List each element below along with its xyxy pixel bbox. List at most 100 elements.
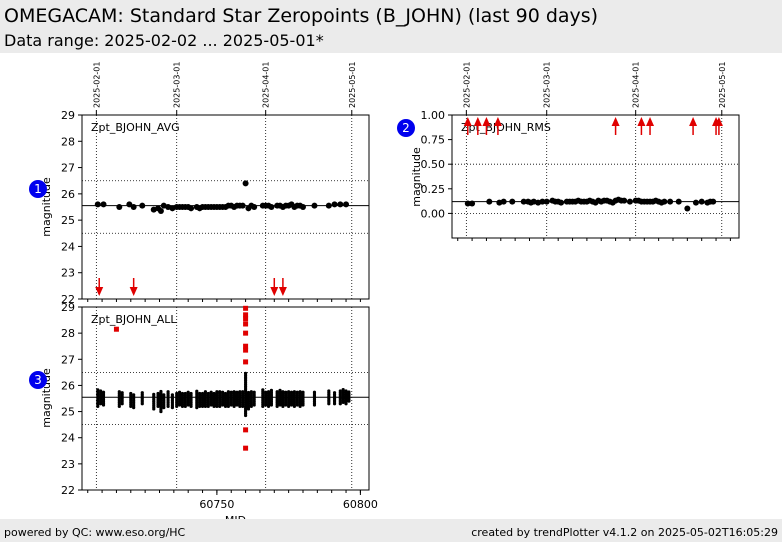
y-tick-label: 23 xyxy=(61,458,75,471)
data-point xyxy=(101,390,106,394)
data-point xyxy=(249,390,253,394)
data-point xyxy=(177,390,182,394)
outlier-arrow-down xyxy=(278,278,287,296)
outlier-point xyxy=(243,347,249,353)
outlier-arrow-head xyxy=(689,117,698,126)
data-point xyxy=(292,390,296,394)
outlier-arrow-up xyxy=(714,117,723,135)
outlier-arrow-head xyxy=(270,287,279,296)
data-point xyxy=(331,201,338,208)
outlier-point xyxy=(243,321,249,327)
outlier-point xyxy=(243,312,249,318)
date-tick-label: 2025-03-01 xyxy=(543,62,552,109)
outlier-point xyxy=(243,427,249,433)
data-point xyxy=(94,201,101,208)
date-tick-label: 2025-03-01 xyxy=(173,62,182,109)
data-point xyxy=(117,390,121,394)
outlier-point xyxy=(243,445,249,451)
data-point xyxy=(281,390,285,394)
data-point xyxy=(140,391,144,395)
data-point xyxy=(221,390,225,394)
data-point xyxy=(486,198,493,205)
data-point xyxy=(132,393,136,397)
panel-number-label: 2 xyxy=(402,121,410,135)
y-tick-label: 22 xyxy=(61,484,75,497)
plot-frame-1 xyxy=(81,114,370,300)
data-point xyxy=(343,201,350,208)
y-tick-label: 29 xyxy=(61,109,75,122)
data-point xyxy=(278,388,282,392)
data-point xyxy=(120,391,124,395)
x-tick-label: 60800 xyxy=(343,498,378,511)
data-point xyxy=(543,198,550,205)
data-point xyxy=(246,390,251,395)
data-point xyxy=(159,389,163,394)
page-title: OMEGACAM: Standard Star Zeropoints (B_JO… xyxy=(4,5,599,27)
data-point xyxy=(269,388,274,392)
plot-frame-3 xyxy=(81,306,370,491)
outlier-point xyxy=(243,343,249,349)
data-point xyxy=(667,198,674,205)
data-point xyxy=(229,390,233,394)
outlier-arrow-up xyxy=(637,117,646,135)
data-point xyxy=(539,198,546,205)
outlier-arrow-up xyxy=(611,117,620,135)
outlier-arrow-up xyxy=(689,117,698,135)
footer-generator: created by trendPlotter v4.1.2 on 2025-0… xyxy=(471,526,778,539)
outlier-arrow-down xyxy=(270,278,279,296)
data-point xyxy=(327,389,331,393)
outlier-point xyxy=(243,330,249,336)
date-tick-label: 2025-05-01 xyxy=(718,62,727,109)
data-point xyxy=(509,198,516,205)
footer-credit: powered by QC: www.eso.org/HC xyxy=(4,526,186,539)
data-point xyxy=(710,198,717,205)
y-tick-label: 26 xyxy=(61,379,75,392)
data-point xyxy=(341,388,345,392)
data-point xyxy=(215,390,219,394)
outlier-arrow-head xyxy=(493,117,502,126)
data-point xyxy=(186,390,190,394)
data-point xyxy=(170,393,175,397)
page-subtitle: Data range: 2025-02-02 ... 2025-05-01* xyxy=(4,31,324,50)
outlier-arrow-up xyxy=(646,117,655,135)
y-tick-label: 28 xyxy=(61,327,75,340)
data-point xyxy=(347,390,351,394)
data-point xyxy=(242,180,249,187)
outlier-arrow-head xyxy=(637,117,646,126)
y-tick-label: 0.00 xyxy=(421,207,446,220)
outlier-arrow-head xyxy=(714,117,723,126)
panel-number-badge xyxy=(397,119,415,137)
panel-number-label: 3 xyxy=(34,373,42,387)
y-tick-label: 28 xyxy=(61,135,75,148)
data-point xyxy=(212,391,216,396)
data-point xyxy=(520,198,527,205)
data-point xyxy=(298,390,302,394)
y-tick-label: 0.25 xyxy=(421,183,446,196)
y-tick-label: 29 xyxy=(61,301,75,314)
y-tick-label: 23 xyxy=(61,267,75,280)
data-point xyxy=(500,198,507,205)
panel-number-label: 1 xyxy=(34,182,42,196)
data-point xyxy=(180,391,185,396)
data-point xyxy=(698,198,705,205)
y-tick-label: 27 xyxy=(61,162,75,175)
data-point xyxy=(275,390,279,394)
outlier-point xyxy=(113,326,119,332)
data-point xyxy=(287,390,291,394)
data-point xyxy=(469,200,476,207)
data-point xyxy=(129,391,133,396)
date-tick-label: 2025-02-01 xyxy=(92,62,101,109)
y-tick-label: 25 xyxy=(61,406,75,419)
data-point xyxy=(209,390,213,394)
data-point xyxy=(692,199,699,206)
data-point xyxy=(338,389,342,393)
data-point xyxy=(675,198,682,205)
y-axis-label: magnitude xyxy=(410,147,423,207)
date-tick-label: 2025-05-01 xyxy=(348,62,357,109)
data-point xyxy=(621,197,628,204)
data-point xyxy=(464,200,471,207)
data-point xyxy=(139,202,146,209)
data-point xyxy=(116,204,123,210)
y-tick-label: 24 xyxy=(61,240,75,253)
data-point xyxy=(96,388,100,392)
